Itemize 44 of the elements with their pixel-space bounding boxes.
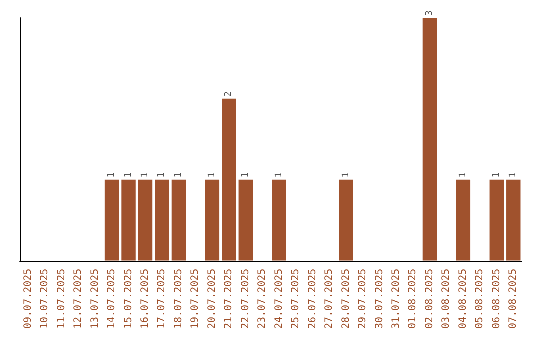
- x-tick-label: 30.07.2025: [374, 268, 386, 330]
- x-tick-label: 14.07.2025: [106, 268, 118, 330]
- x-tick-label: 25.07.2025: [290, 268, 302, 330]
- x-tick-label: 15.07.2025: [123, 268, 134, 330]
- x-tick-label: 22.07.2025: [240, 268, 252, 330]
- x-tick-label: 16.07.2025: [140, 268, 151, 330]
- data-label: 1: [174, 172, 184, 178]
- x-tick-label: 24.07.2025: [274, 268, 285, 330]
- x-tick-label: 12.07.2025: [73, 268, 84, 330]
- data-label: 1: [207, 172, 218, 178]
- data-label: 1: [508, 172, 519, 178]
- x-tick-label: 29.07.2025: [358, 268, 369, 330]
- x-tick-label: 28.07.2025: [340, 268, 352, 330]
- x-tick-label: 11.07.2025: [56, 268, 68, 330]
- x-tick-label: 18.07.2025: [173, 268, 184, 330]
- data-label: 1: [124, 172, 134, 178]
- x-tick-label: 17.07.2025: [156, 268, 168, 330]
- x-tick-label: 05.08.2025: [474, 268, 486, 330]
- data-label: 1: [107, 172, 118, 178]
- x-tick-label: 20.07.2025: [206, 268, 218, 330]
- data-label: 1: [341, 172, 352, 178]
- x-tick-label: 07.08.2025: [508, 268, 520, 330]
- data-label: 1: [240, 172, 251, 178]
- data-label: 1: [458, 172, 468, 178]
- x-tick-label: 02.08.2025: [424, 268, 436, 330]
- x-tick-label: 31.07.2025: [391, 268, 402, 330]
- data-label: 1: [492, 172, 502, 178]
- data-label: 1: [157, 172, 168, 178]
- data-label: 1: [140, 172, 150, 178]
- x-tick-label: 27.07.2025: [324, 268, 336, 330]
- x-tick-label: 01.08.2025: [408, 268, 419, 330]
- x-tick-label: 03.08.2025: [441, 268, 452, 330]
- x-tick-label: 09.07.2025: [22, 268, 34, 330]
- data-label: 2: [224, 92, 234, 97]
- data-label: 1: [274, 172, 284, 178]
- x-tick-label: 19.07.2025: [190, 268, 202, 330]
- data-label: 3: [424, 10, 435, 16]
- x-tick-label: 23.07.2025: [257, 268, 268, 330]
- x-tick-label: 13.07.2025: [90, 268, 101, 330]
- x-tick-label: 21.07.2025: [224, 268, 235, 330]
- x-tick-label: 10.07.2025: [40, 268, 51, 330]
- x-tick-label: 06.08.2025: [491, 268, 502, 330]
- x-tick-label: 26.07.2025: [307, 268, 318, 330]
- x-tick-label: 04.08.2025: [458, 268, 469, 330]
